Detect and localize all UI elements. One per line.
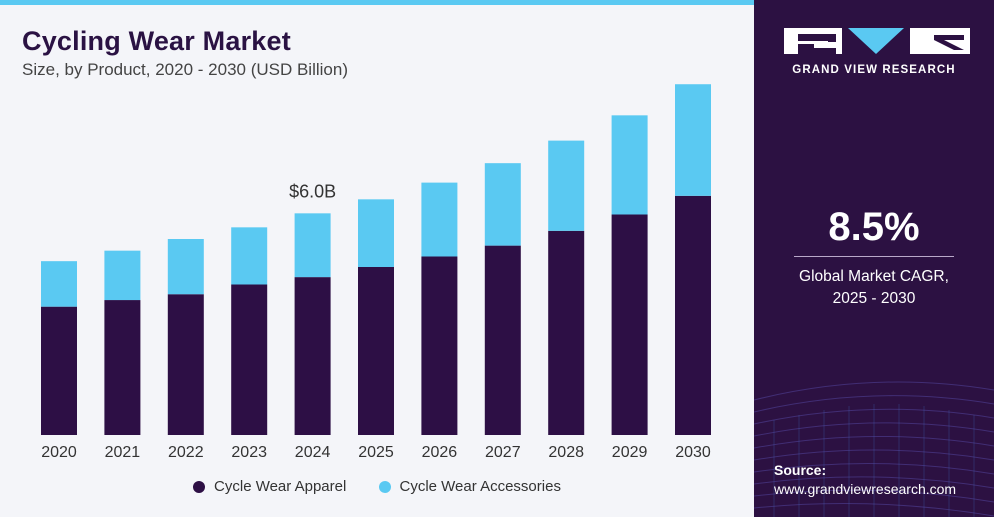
legend-swatch-apparel bbox=[193, 480, 206, 493]
side-panel: GRAND VIEW RESEARCH 8.5% Global Market C… bbox=[754, 0, 994, 517]
x-tick-label-2021: 2021 bbox=[105, 444, 141, 461]
x-tick-label-2030: 2030 bbox=[675, 444, 711, 461]
accent-bar bbox=[0, 0, 754, 5]
x-tick-label-2023: 2023 bbox=[231, 444, 267, 461]
data-label-2024: $6.0B bbox=[289, 181, 336, 201]
bar-apparel-2026 bbox=[421, 256, 458, 435]
cagr-divider bbox=[794, 256, 954, 257]
bar-apparel-2021 bbox=[104, 300, 141, 435]
bar-accessories-2029 bbox=[611, 115, 648, 215]
bar-apparel-2025 bbox=[358, 267, 394, 435]
x-tick-label-2026: 2026 bbox=[422, 444, 458, 461]
bar-accessories-2020 bbox=[41, 261, 77, 307]
cagr-value: 8.5% bbox=[828, 205, 920, 249]
brand-name: GRAND VIEW RESEARCH bbox=[792, 64, 956, 76]
bar-accessories-2026 bbox=[421, 182, 458, 257]
legend-label-apparel: Cycle Wear Apparel bbox=[214, 478, 347, 495]
bar-accessories-2022 bbox=[167, 239, 204, 295]
bar-apparel-2029 bbox=[611, 214, 648, 435]
cagr-label-line1: Global Market CAGR, bbox=[799, 268, 949, 285]
bar-accessories-2027 bbox=[484, 163, 521, 246]
bar-accessories-2023 bbox=[231, 227, 268, 285]
bar-accessories-2025 bbox=[358, 199, 394, 267]
x-tick-label-2029: 2029 bbox=[612, 444, 648, 461]
bar-apparel-2023 bbox=[231, 284, 268, 435]
x-tick-label-2024: 2024 bbox=[295, 444, 331, 461]
bar-apparel-2022 bbox=[167, 294, 204, 435]
bar-apparel-2020 bbox=[41, 306, 77, 435]
bar-apparel-2024 bbox=[294, 277, 331, 435]
x-tick-label-2028: 2028 bbox=[548, 444, 584, 461]
x-tick-label-2022: 2022 bbox=[168, 444, 204, 461]
cagr-label: Global Market CAGR, 2025 - 2030 bbox=[754, 266, 994, 310]
source-label: Source: bbox=[774, 462, 827, 478]
x-tick-label-2025: 2025 bbox=[358, 444, 394, 461]
legend-label-accessories: Cycle Wear Accessories bbox=[399, 478, 561, 495]
cagr-label-line2: 2025 - 2030 bbox=[832, 290, 916, 307]
grand-view-research-logo bbox=[784, 28, 970, 54]
x-tick-label-2020: 2020 bbox=[41, 444, 77, 461]
decorative-wave-lines bbox=[754, 381, 994, 517]
bar-accessories-2021 bbox=[104, 250, 141, 301]
bar-accessories-2030 bbox=[675, 84, 711, 196]
bar-accessories-2028 bbox=[548, 140, 585, 231]
x-tick-label-2027: 2027 bbox=[485, 444, 521, 461]
chart-legend: Cycle Wear Apparel Cycle Wear Accessorie… bbox=[0, 478, 754, 497]
bar-apparel-2027 bbox=[484, 245, 521, 435]
bar-apparel-2030 bbox=[675, 195, 711, 435]
chart-panel: Cycling Wear Market Size, by Product, 20… bbox=[0, 0, 754, 517]
chart-subtitle: Size, by Product, 2020 - 2030 (USD Billi… bbox=[22, 60, 348, 79]
bar-apparel-2028 bbox=[548, 230, 585, 435]
bar-chart: 2020 2021 2022 2023 2024 2025 2026 2027 2028 2029… bbox=[41, 84, 711, 461]
legend-item-apparel: Cycle Wear Apparel bbox=[193, 478, 346, 495]
source-url: www.grandviewresearch.com bbox=[774, 481, 957, 497]
bar-accessories-2024 bbox=[294, 213, 331, 278]
chart-title: Cycling Wear Market bbox=[22, 26, 291, 56]
legend-swatch-accessories bbox=[378, 480, 391, 493]
legend-item-accessories: Cycle Wear Accessories bbox=[378, 478, 561, 495]
